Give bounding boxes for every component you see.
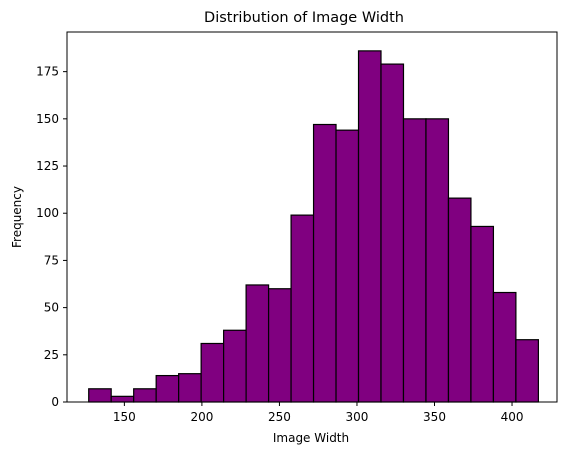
x-tick-label-5: 400 [501, 410, 524, 424]
histogram-bar-18 [492, 291, 517, 403]
y-tick-label-3: 75 [44, 253, 59, 267]
histogram-bar-9 [290, 214, 315, 403]
y-tick-label-6: 150 [36, 112, 59, 126]
y-tick-label-2: 50 [44, 301, 59, 315]
y-axis-label: Frequency [10, 186, 24, 248]
histogram-bar-7 [245, 284, 270, 403]
y-axis-ticks: 0 25 50 75 100 125 150 175 [36, 65, 67, 409]
plot-frame [66, 31, 558, 403]
histogram-bar-1 [110, 395, 135, 403]
histogram-bar-16 [447, 197, 472, 403]
y-tick-label-0: 0 [51, 395, 59, 409]
histogram-bar-11 [335, 129, 360, 403]
x-tick-label-4: 350 [423, 410, 446, 424]
histogram-bar-14 [402, 118, 427, 403]
histogram-bar-5 [200, 342, 225, 403]
histogram-bar-0 [88, 388, 112, 403]
histogram-bar-4 [178, 373, 202, 403]
histogram-bar-13 [380, 63, 405, 403]
histogram-bar-3 [155, 374, 180, 403]
x-tick-label-2: 250 [268, 410, 291, 424]
chart-title: Distribution of Image Width [204, 10, 404, 26]
histogram-bar-6 [223, 329, 247, 403]
histogram-bar-19 [515, 339, 539, 403]
y-tick-label-7: 175 [36, 65, 59, 79]
histogram-bar-10 [312, 123, 337, 403]
y-tick-label-5: 125 [36, 159, 59, 173]
histogram-bar-2 [133, 388, 157, 403]
x-axis-label: Image Width [273, 431, 349, 445]
histogram-bars [88, 50, 539, 403]
histogram-bar-17 [470, 225, 495, 403]
x-tick-label-1: 200 [190, 410, 213, 424]
y-tick-label-4: 100 [36, 206, 59, 220]
histogram-bar-12 [357, 50, 382, 403]
x-tick-label-3: 300 [346, 410, 369, 424]
y-tick-label-1: 25 [44, 348, 59, 362]
histogram-bar-8 [267, 288, 292, 403]
histogram-bar-15 [425, 118, 450, 403]
x-axis-ticks: 150 200 250 300 350 400 [113, 402, 524, 424]
x-tick-label-0: 150 [113, 410, 136, 424]
